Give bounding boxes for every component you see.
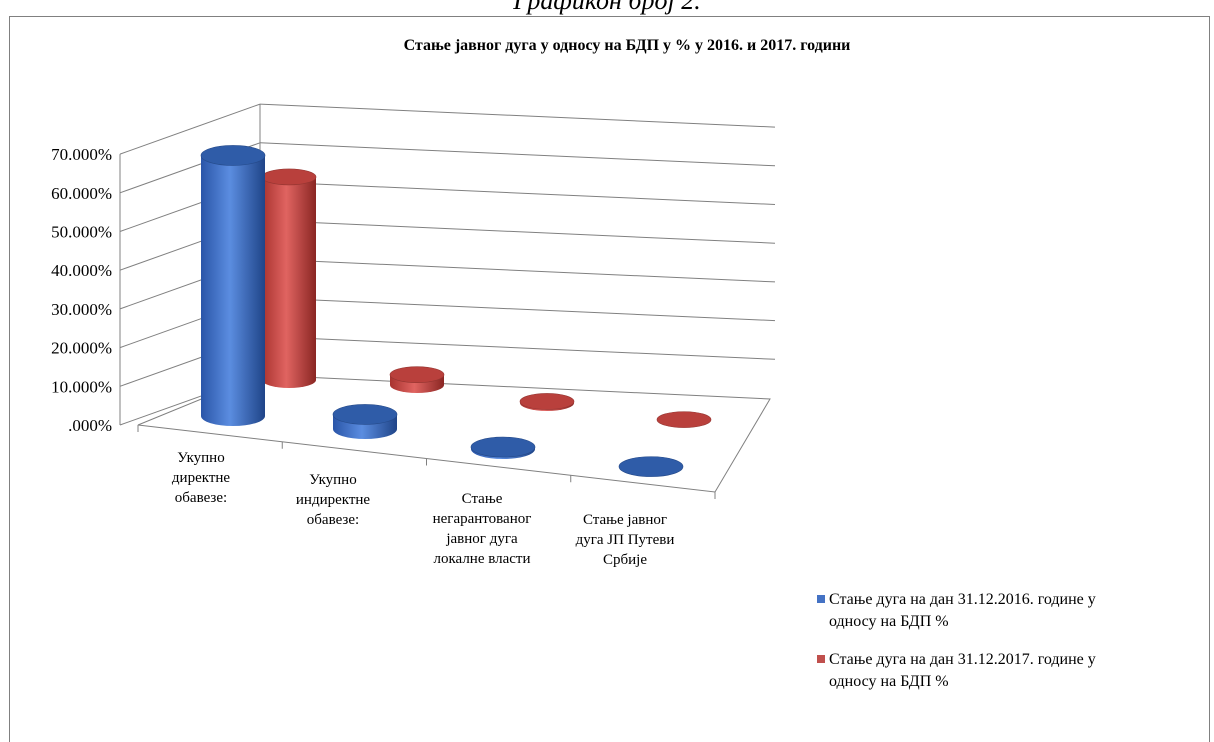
category-label: локалне власти	[433, 551, 530, 567]
bar-2016	[200, 145, 266, 426]
category-label: Укупно	[309, 472, 356, 488]
y-tick-label: 70.000%	[51, 145, 112, 164]
bar-top	[200, 145, 266, 166]
chart-title: Стање јавног дуга у односу на БДП у % у …	[404, 37, 851, 54]
y-tick-label: 60.000%	[51, 184, 112, 203]
bar-2017	[656, 411, 712, 428]
back-gridline	[259, 142, 776, 167]
legend-label: Стање дуга на дан 31.12.2017. године у	[829, 651, 1096, 668]
back-gridline	[259, 181, 776, 205]
category-label: дуга ЈП Путеви	[576, 532, 675, 548]
back-gridline	[259, 219, 776, 244]
bar-2016	[332, 404, 398, 439]
back-gridline	[259, 335, 776, 360]
bar-top	[618, 456, 684, 477]
side-gridline	[119, 103, 261, 155]
bar-top	[261, 168, 317, 186]
back-gridline	[259, 297, 776, 322]
category-label: Укупно	[177, 450, 224, 466]
chart-caption: Графикон број 2.	[513, 0, 701, 15]
bar-top	[332, 404, 398, 425]
bar-2016	[470, 436, 536, 459]
legend-label: Стање дуга на дан 31.12.2016. године у	[829, 591, 1096, 608]
legend-label: односу на БДП %	[829, 673, 949, 690]
chart-frame	[9, 16, 1210, 742]
category-label: индиректне	[296, 492, 371, 508]
bar-top	[519, 393, 575, 410]
category-label: директне	[172, 470, 230, 486]
y-tick-label: .000%	[68, 416, 112, 435]
bar-top	[656, 411, 712, 428]
y-tick-label: 50.000%	[51, 223, 112, 242]
bar-2016	[618, 456, 684, 477]
y-tick-label: 30.000%	[51, 300, 112, 319]
bar-2017	[519, 393, 575, 411]
bar-body	[262, 176, 316, 388]
category-label: обавезе:	[175, 490, 227, 506]
legend-marker	[817, 595, 825, 603]
bar-body	[201, 155, 265, 426]
legend-marker	[817, 655, 825, 663]
y-tick-label: 10.000%	[51, 377, 112, 396]
category-label: негарантованог	[433, 511, 532, 527]
bar-2017	[389, 366, 445, 393]
category-label: јавног дуга	[445, 531, 518, 547]
category-label: Стање	[462, 491, 503, 507]
back-gridline	[259, 258, 776, 283]
category-label: обавезе:	[307, 512, 359, 528]
legend-label: односу на БДП %	[829, 613, 949, 630]
back-gridline	[259, 103, 776, 128]
y-tick-label: 20.000%	[51, 339, 112, 358]
bar-2017	[261, 168, 317, 388]
y-tick-label: 40.000%	[51, 261, 112, 280]
category-label: Србије	[603, 552, 647, 568]
bar-top	[470, 436, 536, 458]
category-label: Стање јавног	[583, 512, 667, 528]
bar-top	[389, 366, 445, 383]
